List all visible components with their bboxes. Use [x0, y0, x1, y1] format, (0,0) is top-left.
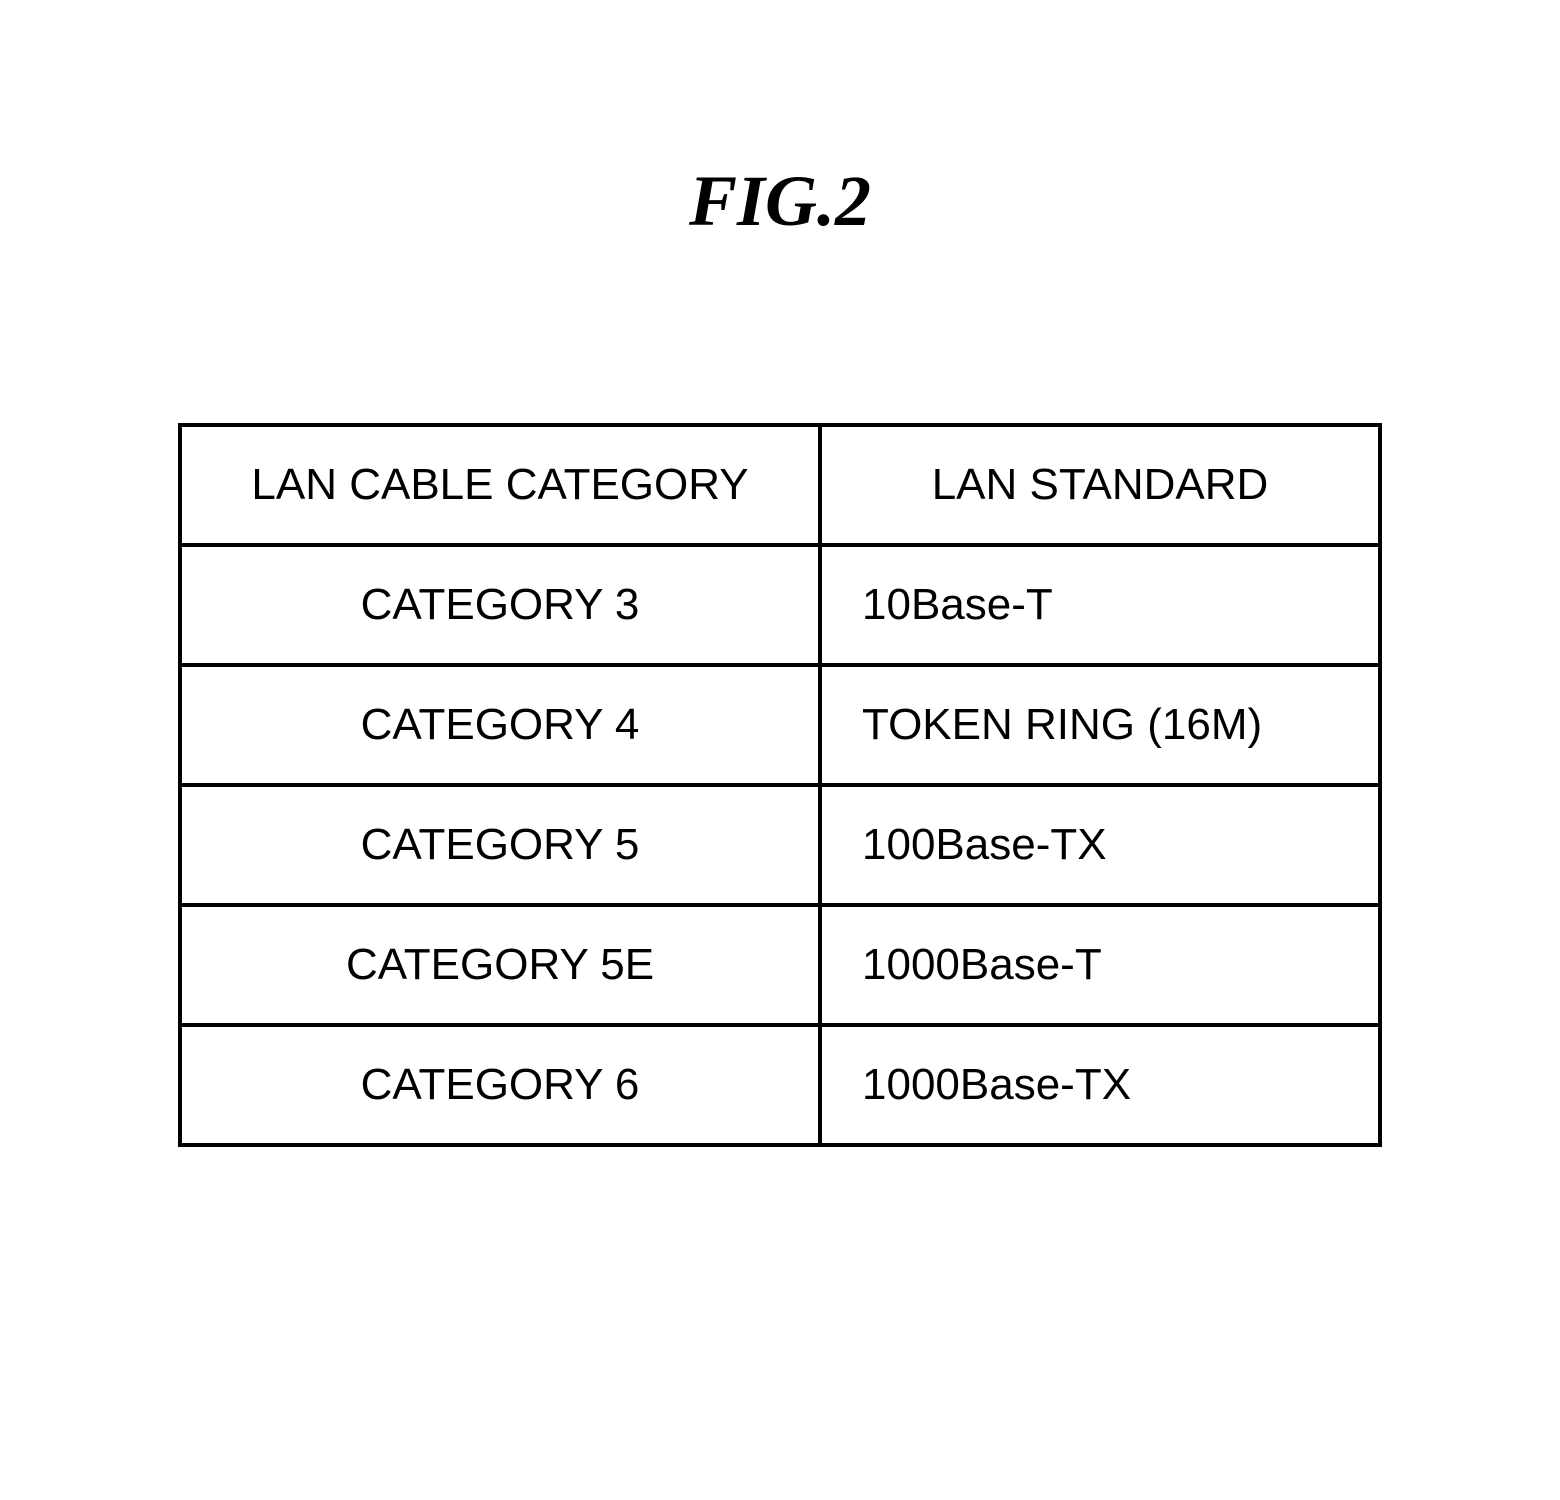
header-category: LAN CABLE CATEGORY: [180, 425, 820, 545]
figure-title: FIG.2: [689, 160, 871, 243]
table-row: CATEGORY 3 10Base-T: [180, 545, 1380, 665]
cell-standard: 10Base-T: [820, 545, 1380, 665]
table-row: CATEGORY 5E 1000Base-T: [180, 905, 1380, 1025]
table-row: CATEGORY 6 1000Base-TX: [180, 1025, 1380, 1145]
cell-category: CATEGORY 3: [180, 545, 820, 665]
cell-standard: 100Base-TX: [820, 785, 1380, 905]
header-standard: LAN STANDARD: [820, 425, 1380, 545]
cell-standard: TOKEN RING (16M): [820, 665, 1380, 785]
table-header-row: LAN CABLE CATEGORY LAN STANDARD: [180, 425, 1380, 545]
lan-cable-table: LAN CABLE CATEGORY LAN STANDARD CATEGORY…: [178, 423, 1382, 1147]
cell-category: CATEGORY 5: [180, 785, 820, 905]
cell-standard: 1000Base-T: [820, 905, 1380, 1025]
cell-category: CATEGORY 4: [180, 665, 820, 785]
table-row: CATEGORY 5 100Base-TX: [180, 785, 1380, 905]
cell-standard: 1000Base-TX: [820, 1025, 1380, 1145]
table-row: CATEGORY 4 TOKEN RING (16M): [180, 665, 1380, 785]
cell-category: CATEGORY 6: [180, 1025, 820, 1145]
cell-category: CATEGORY 5E: [180, 905, 820, 1025]
